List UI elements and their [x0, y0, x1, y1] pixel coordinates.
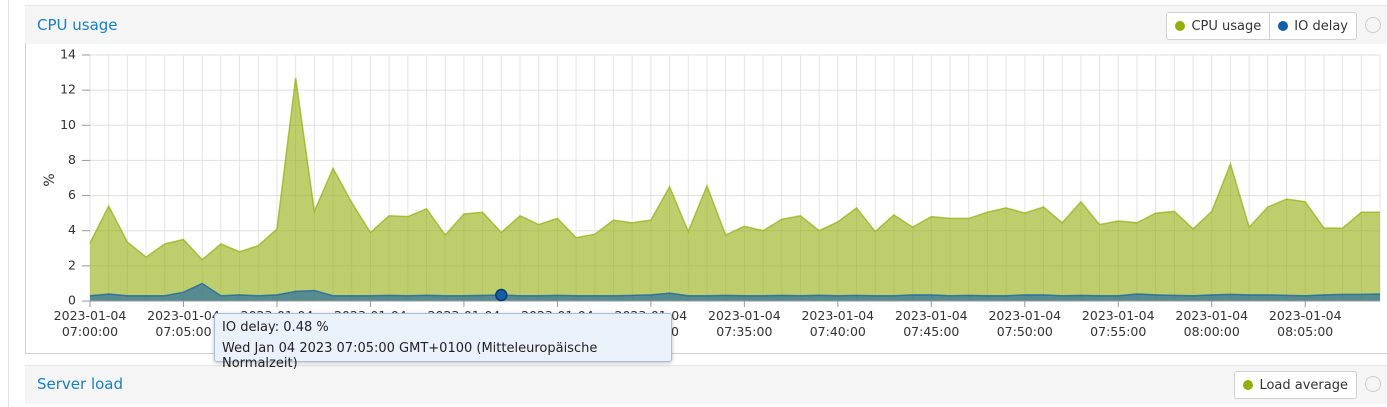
y-tick-label: 4 [68, 222, 76, 237]
x-tick-label: 2023-01-04 07:40:00 [801, 308, 875, 339]
x-tick-label: 2023-01-04 08:00:00 [1175, 308, 1249, 339]
y-tick-label: 8 [68, 152, 76, 167]
tooltip-line: IO delay: 0.48 % [222, 320, 329, 335]
y-tick-label: 6 [68, 187, 76, 202]
highlight-point [495, 288, 508, 302]
y-tick-label: 12 [60, 82, 76, 97]
x-tick-label: 2023-01-04 08:05:00 [1268, 308, 1342, 339]
x-tick-label: 2023-01-04 07:35:00 [708, 308, 781, 339]
panel-header: CPU usage CPU usage IO delay [25, 5, 1387, 44]
y-tick-label: 10 [60, 117, 76, 132]
left-border [8, 0, 9, 407]
y-tick-label: 14 [60, 47, 76, 62]
line [89, 282, 1381, 297]
chart-area: 0 2 4 6 8 10 12 14% 2023-01-04 07:00:00 2023-01-… [25, 43, 1387, 354]
panel-title: CPU usage [37, 16, 118, 34]
collapse-button[interactable] [1365, 17, 1381, 33]
legend-item[interactable]: CPU usage [1167, 13, 1269, 39]
y-axis-label: % [42, 173, 58, 186]
legend-label: CPU usage [1191, 18, 1262, 34]
panel-title: Server load [37, 375, 124, 393]
y-tick-label: 2 [68, 257, 76, 272]
legend-item[interactable]: Load average [1235, 372, 1356, 398]
panel-header: Server load Load average [25, 365, 1387, 404]
x-tick-label: 2023-01-04 07:45:00 [894, 308, 968, 339]
chart: 0 2 4 6 8 10 12 14% [42, 47, 1381, 308]
legend: CPU usage IO delay [1166, 12, 1357, 40]
tooltip: IO delay: 0.48 % Wed Jan 04 2023 07:05:0… [214, 313, 672, 371]
area [90, 77, 1380, 301]
x-tick-label: 2023-01-04 07:00:00 [53, 308, 127, 339]
y-tick-label: 0 [68, 293, 76, 308]
x-tick-label: 2023-01-04 07:05:00 [147, 308, 220, 339]
tooltip-line: Wed Jan 04 2023 07:05:00 GMT+0100 (Mitte… [222, 341, 598, 371]
legend-label: Load average [1259, 377, 1348, 393]
legend-dot [1175, 21, 1186, 31]
legend: Load average [1234, 371, 1357, 399]
x-tick-label: 2023-01-04 07:50:00 [988, 308, 1062, 339]
legend-dot [1278, 21, 1289, 31]
x-tick-label: 2023-01-04 07:55:00 [1081, 308, 1155, 339]
area [90, 283, 1380, 301]
legend-item[interactable]: IO delay [1269, 13, 1356, 39]
legend-label: IO delay [1294, 18, 1348, 34]
line [89, 77, 1380, 261]
collapse-button[interactable] [1365, 376, 1381, 392]
legend-dot [1243, 380, 1254, 390]
